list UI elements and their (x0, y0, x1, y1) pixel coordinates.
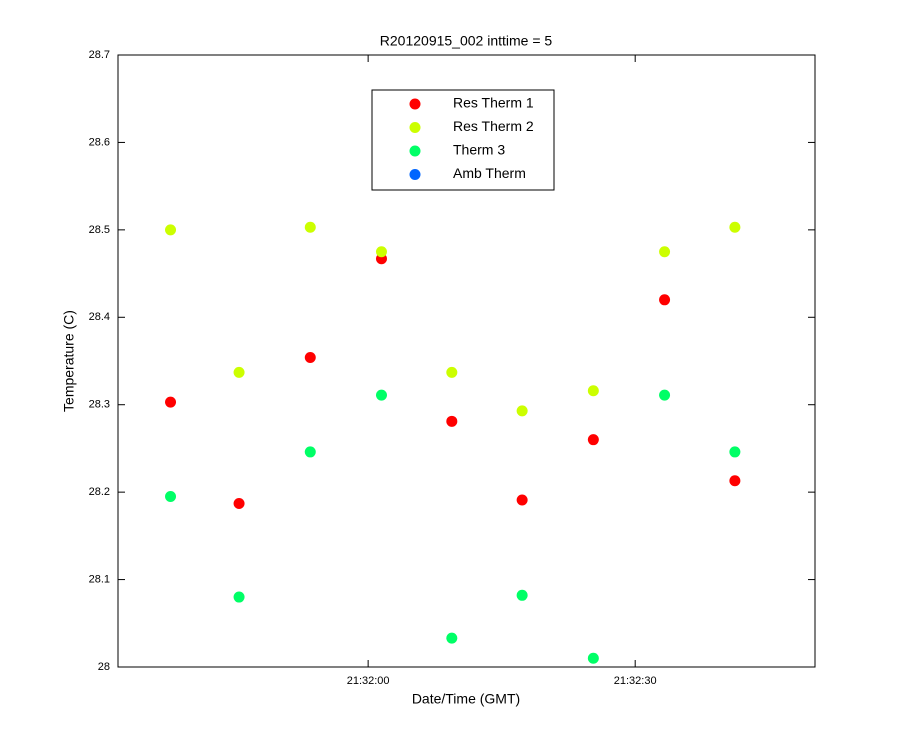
point (304, 446, 316, 458)
x-tick-label: 21:32:30 (614, 675, 657, 687)
legend-label: Amb Therm (453, 165, 526, 181)
x-axis-label: Date/Time (GMT) (412, 691, 520, 707)
point (659, 294, 671, 306)
legend-marker (409, 98, 421, 110)
point (304, 352, 316, 364)
y-tick-label: 28.4 (89, 311, 110, 323)
point (165, 491, 177, 503)
point (165, 396, 177, 408)
point (516, 405, 528, 417)
point (659, 389, 671, 401)
y-tick-label: 28.1 (89, 573, 110, 585)
point (233, 591, 245, 603)
y-tick-label: 28.2 (89, 486, 110, 498)
legend-box (371, 89, 555, 191)
legend-label: Therm 3 (453, 142, 505, 158)
y-tick-label: 28.3 (89, 399, 110, 411)
y-axis-label: Temperature (C) (61, 310, 77, 412)
point (587, 652, 599, 664)
point (446, 366, 458, 378)
point (375, 389, 387, 401)
point (587, 385, 599, 397)
point (375, 246, 387, 258)
point (165, 224, 177, 236)
point (587, 434, 599, 446)
point (233, 498, 245, 510)
point (659, 246, 671, 258)
legend-marker (409, 145, 421, 157)
y-tick-label: 28.6 (89, 136, 110, 148)
legend-label: Res Therm 1 (453, 95, 534, 111)
point (516, 494, 528, 506)
chart-title: R20120915_002 inttime = 5 (380, 33, 553, 49)
point (446, 632, 458, 644)
point (729, 475, 741, 487)
point (729, 221, 741, 233)
legend-marker (409, 169, 421, 180)
point (304, 221, 316, 233)
point (446, 415, 458, 427)
legend-label: Res Therm 2 (453, 118, 534, 134)
y-tick-label: 28 (98, 661, 110, 673)
legend-marker (409, 122, 421, 133)
y-tick-label: 28.7 (89, 49, 110, 61)
point (233, 366, 245, 378)
point (729, 446, 741, 458)
point (516, 589, 528, 601)
x-tick-label: 21:32:00 (347, 675, 390, 687)
y-tick-label: 28.5 (89, 224, 110, 236)
